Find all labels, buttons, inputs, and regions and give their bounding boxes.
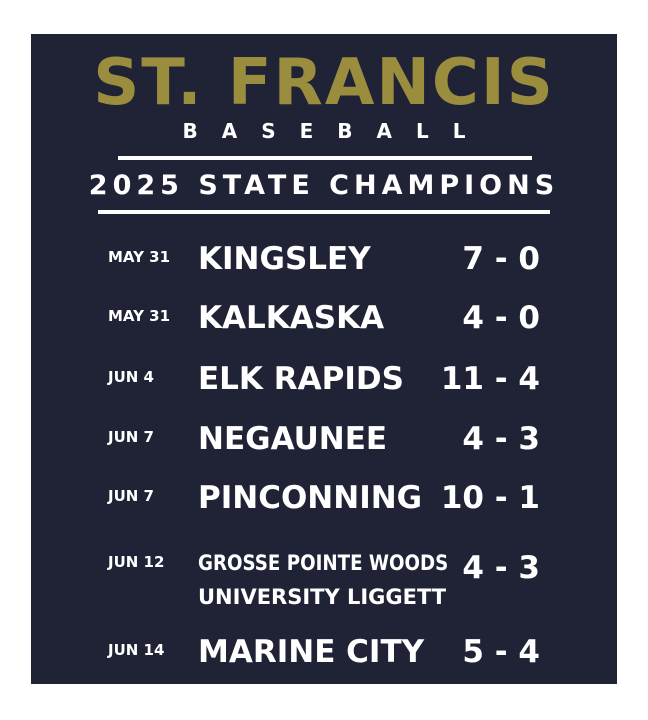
game-date: JUN 12 (108, 553, 165, 571)
game-date: JUN 7 (108, 487, 154, 505)
game-score: 4 - 0 (462, 300, 540, 336)
game-date: MAY 31 (108, 307, 171, 325)
game-score: 5 - 4 (462, 634, 540, 670)
game-score: 7 - 0 (462, 241, 540, 277)
sport-subtitle: BASEBALL (182, 119, 490, 143)
game-opponent: MARINE CITY (198, 634, 425, 670)
game-date: JUN 4 (108, 368, 154, 386)
game-opponent: NEGAUNEE (198, 421, 388, 457)
game-opponent: GROSSE POINTE WOODS (198, 551, 449, 575)
game-date: JUN 7 (108, 428, 154, 446)
game-opponent: KALKASKA (198, 300, 385, 336)
game-date: MAY 31 (108, 248, 171, 266)
game-score: 10 - 1 (440, 480, 540, 516)
design-panel (31, 34, 617, 684)
game-score: 4 - 3 (462, 550, 540, 586)
game-score: 11 - 4 (440, 361, 540, 397)
school-title: ST. FRANCIS (93, 46, 555, 120)
game-opponent: KINGSLEY (198, 241, 371, 277)
champions-banner: 2025 STATE CHAMPIONS (88, 170, 560, 201)
game-opponent: PINCONNING (198, 480, 423, 516)
game-date: JUN 14 (108, 641, 165, 659)
game-opponent: ELK RAPIDS (198, 361, 404, 397)
game-score: 4 - 3 (462, 421, 540, 457)
divider-bottom (98, 210, 550, 214)
divider-top (118, 156, 532, 160)
game-opponent-line2: UNIVERSITY LIGGETT (198, 585, 447, 609)
